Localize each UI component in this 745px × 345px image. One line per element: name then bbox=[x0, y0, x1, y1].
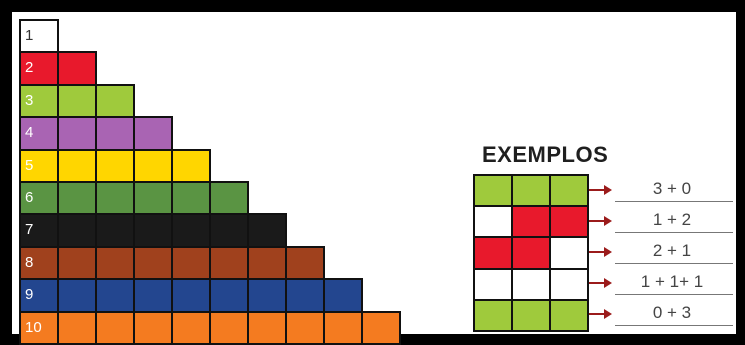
rod-label: 7 bbox=[25, 221, 34, 239]
rod-7-cell bbox=[95, 213, 135, 248]
arrow-right-icon bbox=[604, 247, 612, 257]
rod-8-cell bbox=[19, 245, 59, 281]
example-underline bbox=[615, 200, 733, 202]
rod-7-cell bbox=[57, 213, 97, 248]
rod-9-cell bbox=[323, 278, 363, 313]
arrow-line bbox=[589, 313, 605, 316]
diagram-canvas: 1 2 3 4 5 6 7 8 9 10 EXEMPLOS 3 + 0 1 + 2 2 + 1 1 + … bbox=[12, 12, 736, 345]
rod-7-cell bbox=[171, 213, 211, 248]
rod-9-cell bbox=[209, 278, 249, 313]
example-underline bbox=[615, 294, 733, 296]
rod-5-cell bbox=[19, 148, 59, 183]
arrow-line bbox=[589, 282, 605, 285]
rod-6-cell bbox=[133, 181, 173, 216]
rod-8-cell bbox=[95, 245, 135, 281]
example-cell bbox=[511, 205, 551, 239]
rod-5-cell bbox=[171, 148, 211, 183]
rod-10-cell bbox=[57, 310, 97, 345]
rod-8-cell bbox=[285, 245, 325, 281]
rod-label: 5 bbox=[25, 156, 34, 174]
rod-10-cell bbox=[95, 310, 135, 345]
rod-10-cell bbox=[247, 310, 287, 345]
rod-6-cell bbox=[171, 181, 211, 216]
example-sum-label: 3 + 0 bbox=[652, 178, 692, 198]
rod-5-cell bbox=[133, 148, 173, 183]
example-cell bbox=[473, 174, 513, 208]
example-cell bbox=[511, 267, 551, 301]
rod-6-cell bbox=[209, 181, 249, 216]
rod-label: 3 bbox=[25, 91, 34, 109]
rod-6-cell bbox=[57, 181, 97, 216]
rod-4-cell bbox=[95, 116, 135, 151]
rod-9-cell bbox=[57, 278, 97, 313]
example-cell bbox=[549, 236, 589, 270]
example-cell bbox=[511, 174, 551, 208]
example-sum-label: 1 + 2 bbox=[652, 209, 692, 229]
example-cell bbox=[549, 174, 589, 208]
rod-9-cell bbox=[95, 278, 135, 313]
rod-10-cell bbox=[171, 310, 211, 345]
rod-10-cell bbox=[361, 310, 401, 345]
rod-8-cell bbox=[133, 245, 173, 281]
rod-8-cell bbox=[247, 245, 287, 281]
example-cell bbox=[511, 236, 551, 270]
rod-9-cell bbox=[133, 278, 173, 313]
arrow-right-icon bbox=[604, 184, 612, 195]
rod-6-cell bbox=[95, 181, 135, 216]
examples-title: EXEMPLOS bbox=[482, 142, 609, 167]
arrow-line bbox=[589, 251, 605, 253]
rod-3-cell bbox=[57, 83, 97, 119]
rod-label: 4 bbox=[25, 124, 34, 142]
example-cell bbox=[473, 205, 513, 239]
example-sum-label: 0 + 3 bbox=[652, 303, 692, 323]
example-sum-label: 1 + 1+ 1 bbox=[640, 272, 704, 292]
example-cell bbox=[473, 236, 513, 270]
example-cell bbox=[511, 298, 551, 332]
arrow-right-icon bbox=[604, 215, 612, 226]
rod-7-cell bbox=[209, 213, 249, 248]
rod-8-cell bbox=[209, 245, 249, 281]
arrow-right-icon bbox=[604, 309, 612, 320]
rod-label: 9 bbox=[25, 286, 34, 304]
rod-3-cell bbox=[95, 83, 135, 119]
rod-label: 6 bbox=[25, 189, 34, 206]
rod-4-cell bbox=[57, 116, 97, 151]
example-cell bbox=[549, 205, 589, 239]
rod-7-cell bbox=[247, 213, 287, 248]
example-cell bbox=[473, 267, 513, 301]
rod-4-cell bbox=[133, 116, 173, 151]
rod-label: 8 bbox=[25, 253, 34, 271]
rod-10-cell bbox=[133, 310, 173, 345]
rod-8-cell bbox=[171, 245, 211, 281]
arrow-right-icon bbox=[604, 278, 612, 289]
rod-10-cell bbox=[209, 310, 249, 345]
rod-10-cell bbox=[323, 310, 363, 345]
example-sum-label: 2 + 1 bbox=[652, 241, 692, 260]
rod-5-cell bbox=[95, 148, 135, 183]
rod-1-cell bbox=[19, 19, 59, 54]
example-underline bbox=[615, 325, 733, 327]
rod-label: 10 bbox=[25, 318, 42, 336]
rod-8-cell bbox=[57, 245, 97, 281]
rod-7-cell bbox=[19, 213, 59, 248]
rod-7-cell bbox=[133, 213, 173, 248]
rod-9-cell bbox=[285, 278, 325, 313]
arrow-line bbox=[589, 219, 605, 222]
rod-5-cell bbox=[57, 148, 97, 183]
example-cell bbox=[473, 298, 513, 332]
rod-10-cell bbox=[285, 310, 325, 345]
rod-label: 2 bbox=[25, 59, 34, 77]
arrow-line bbox=[589, 188, 605, 191]
example-cell bbox=[549, 267, 589, 301]
example-underline bbox=[615, 231, 733, 233]
rod-2-cell bbox=[57, 51, 97, 86]
example-cell bbox=[549, 298, 589, 332]
rod-9-cell bbox=[171, 278, 211, 313]
example-underline bbox=[615, 263, 733, 264]
rod-9-cell bbox=[247, 278, 287, 313]
rod-label: 1 bbox=[25, 27, 34, 44]
